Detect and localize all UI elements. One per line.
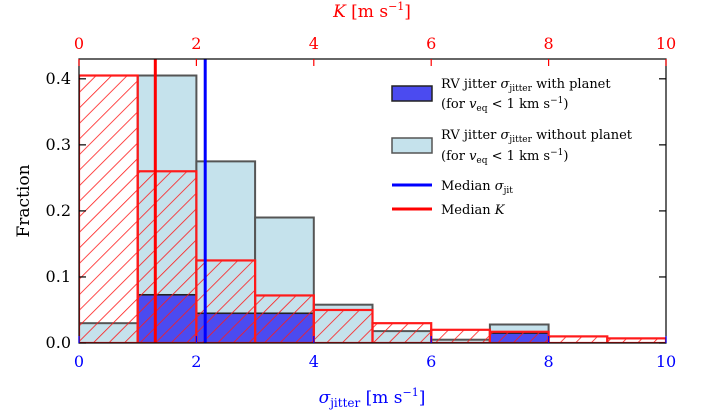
- bar-red-hatched-1: [136, 170, 198, 343]
- ytick-label: 0.2: [46, 201, 71, 220]
- legend-swatch-with: [391, 85, 433, 102]
- x-axis-top-title: K [m s−1]: [332, 0, 411, 22]
- bar-red-hatched-4: [312, 308, 374, 343]
- x-axis-bottom-ticks: 0 2 4 6 8 10: [74, 336, 676, 371]
- median-lines: [153, 59, 207, 343]
- legend-swatch-without: [391, 137, 433, 154]
- xtick-bottom-label: 0: [74, 352, 84, 371]
- bar-red-hatched-5: [371, 322, 433, 343]
- x-axis-top-ticks: 0 2 4 6 8 10: [74, 34, 676, 66]
- ytick-label: 0.0: [46, 333, 71, 352]
- xtick-bottom-label: 8: [544, 352, 554, 371]
- y-axis-ticks: 0.0 0.1 0.2 0.3 0.4: [46, 69, 666, 352]
- xtick-top-label: 10: [656, 34, 676, 53]
- xtick-top-label: 4: [309, 34, 319, 53]
- xtick-bottom-label: 10: [656, 352, 676, 371]
- xtick-top-label: 2: [191, 34, 201, 53]
- legend-label-median-sigma: Median σjit: [441, 179, 513, 196]
- xtick-bottom-label: 4: [309, 352, 319, 371]
- xtick-bottom-label: 6: [426, 352, 436, 371]
- bar-red-hatched-7: [488, 330, 550, 343]
- xtick-top-label: 6: [426, 34, 436, 53]
- y-axis-title: Fraction: [14, 164, 34, 237]
- xtick-top-label: 8: [544, 34, 554, 53]
- legend-label-without: RV jitter σjitter without planet: [441, 128, 633, 145]
- legend-label-without-sub: (for veq < 1 km s−1): [441, 148, 568, 166]
- legend: RV jitter σjitter with planet (for veq <…: [391, 77, 633, 218]
- xtick-bottom-label: 2: [191, 352, 201, 371]
- bar-red-hatched-9: [606, 337, 666, 343]
- ytick-label: 0.1: [46, 267, 71, 286]
- x-axis-bottom-title: σjitter [m s−1]: [319, 386, 426, 410]
- ytick-label: 0.3: [46, 135, 71, 154]
- xtick-top-label: 0: [74, 34, 84, 53]
- bar-red-hatched-3: [254, 294, 315, 343]
- ytick-label: 0.4: [46, 69, 71, 88]
- legend-label-median-K: Median K: [441, 203, 506, 218]
- legend-label-with: RV jitter σjitter with planet: [441, 77, 611, 94]
- bar-red-hatched-8: [547, 335, 609, 343]
- bar-red-hatched-0: [79, 74, 139, 343]
- plot-frame: [78, 58, 667, 344]
- bar-red-hatched-6: [430, 328, 492, 343]
- legend-label-with-sub: (for veq < 1 km s−1): [441, 96, 568, 114]
